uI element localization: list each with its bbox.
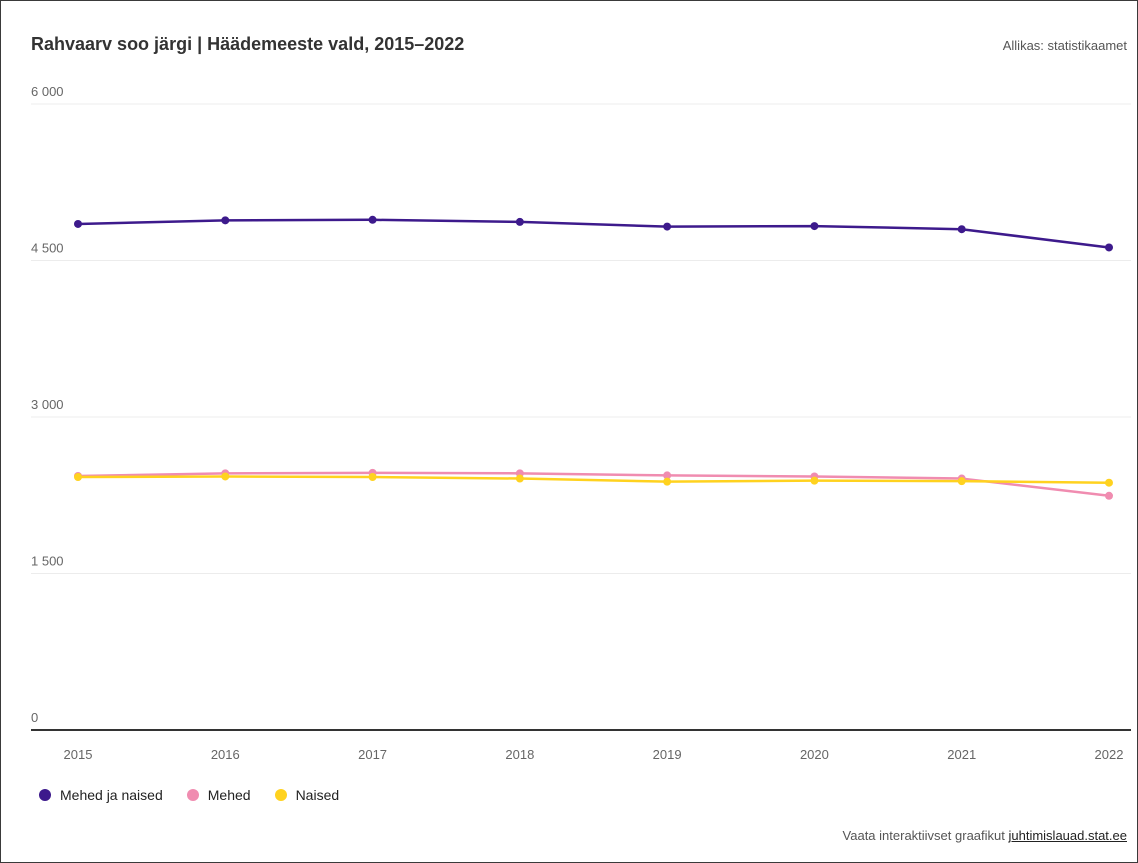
data-point (1105, 491, 1113, 500)
legend: Mehed ja naised Mehed Naised (39, 787, 339, 803)
data-point (74, 219, 82, 228)
data-point (1105, 478, 1113, 487)
x-tick-label: 2019 (653, 747, 682, 762)
source-label: Allikas: statistikaamet (1002, 38, 1127, 53)
y-tick-label: 4 500 (31, 241, 64, 256)
data-point (515, 474, 524, 483)
data-point (221, 472, 230, 481)
y-tick-label: 6 000 (31, 84, 64, 99)
data-point (221, 216, 230, 225)
x-tick-label: 2017 (358, 747, 387, 762)
data-point (810, 222, 819, 231)
legend-item-total[interactable]: Mehed ja naised (39, 787, 163, 803)
data-point (663, 477, 672, 486)
y-tick-label: 3 000 (31, 397, 64, 412)
chart-title: Rahvaarv soo järgi | Häädemeeste vald, 2… (31, 34, 465, 54)
legend-label-men: Mehed (207, 787, 251, 803)
x-tick-label: 2015 (64, 747, 93, 762)
data-point (515, 217, 524, 226)
x-tick-label: 2021 (947, 747, 976, 762)
series-line (77, 475, 1110, 484)
data-point (663, 222, 672, 231)
y-tick-label: 0 (31, 710, 38, 725)
data-point (810, 476, 819, 485)
series-line (77, 471, 1110, 498)
legend-item-men[interactable]: Mehed (186, 787, 251, 803)
data-point (74, 472, 82, 481)
legend-swatch-men (186, 789, 199, 801)
legend-swatch-total (39, 789, 51, 801)
x-tick-label: 2022 (1095, 747, 1124, 762)
x-tick-label: 2020 (800, 747, 829, 762)
legend-label-women: Naised (295, 787, 340, 803)
series-line (77, 218, 1110, 249)
data-point (1105, 243, 1113, 252)
legend-label-total: Mehed ja naised (60, 787, 163, 803)
data-point (957, 477, 966, 486)
legend-swatch-women (274, 789, 287, 801)
x-tick-label: 2016 (211, 747, 240, 762)
footer-note: Vaata interaktiivset graafikut juhtimisl… (843, 828, 1127, 843)
y-tick-label: 1 500 (31, 554, 64, 569)
footer-text: Vaata interaktiivset graafikut (842, 828, 1009, 843)
line-chart: 0 1 500 3 000 4 500 6 000 2015 2016 2017 2018 201… (31, 84, 1131, 762)
legend-item-women[interactable]: Naised (274, 787, 340, 803)
data-point (663, 471, 672, 480)
x-tick-label: 2018 (505, 747, 534, 762)
data-point (368, 472, 377, 481)
footer-link[interactable]: juhtimislauad.stat.ee (1008, 828, 1127, 843)
data-point (368, 215, 377, 224)
data-point (957, 225, 966, 234)
